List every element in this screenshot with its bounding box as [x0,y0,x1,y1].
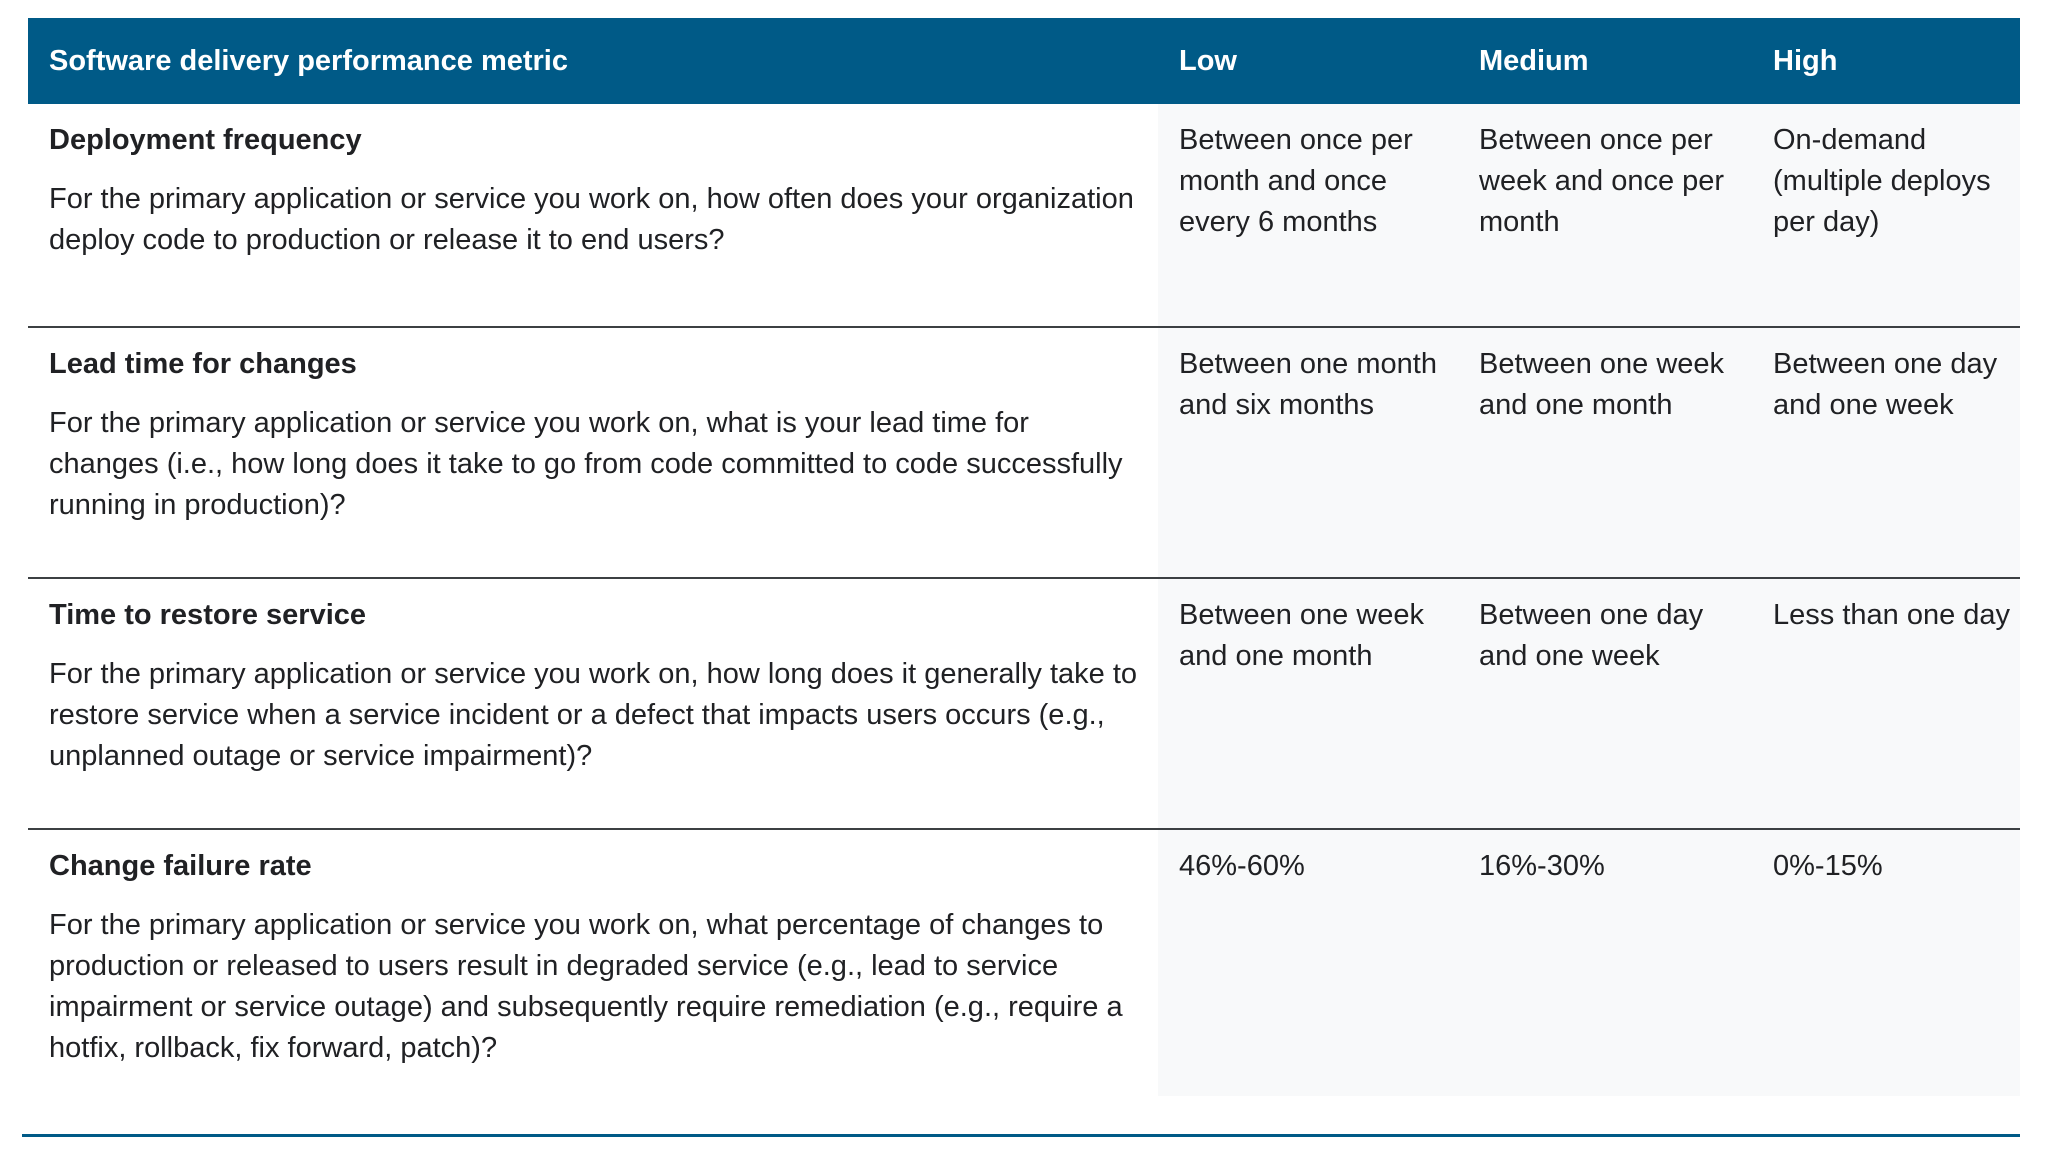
table-row: Change failure rate For the primary appl… [28,830,2020,1096]
metric-description: For the primary application or service y… [49,183,1134,256]
table-header: Software delivery performance metric Low… [28,18,2020,104]
medium-cell: Between one day and one week [1458,579,1752,828]
high-cell: On-demand (multiple deploys per day) [1752,104,2020,326]
high-cell: 0%-15% [1752,830,2020,1096]
metric-cell: Time to restore service For the primary … [28,579,1158,828]
medium-cell: Between one week and one month [1458,328,1752,577]
low-cell: 46%-60% [1158,830,1458,1096]
high-cell: Less than one day [1752,579,2020,828]
table-row: Deployment frequency For the primary app… [28,104,2020,328]
low-cell: Between once per month and once every 6 … [1158,104,1458,326]
performance-metrics-table: Software delivery performance metric Low… [28,18,2020,1096]
medium-cell: 16%-30% [1458,830,1752,1096]
header-low: Low [1179,44,1237,77]
low-cell: Between one month and six months [1158,328,1458,577]
table-row: Lead time for changes For the primary ap… [28,328,2020,579]
metric-cell: Lead time for changes For the primary ap… [28,328,1158,577]
metric-cell: Deployment frequency For the primary app… [28,104,1158,326]
table-row: Time to restore service For the primary … [28,579,2020,830]
metric-cell: Change failure rate For the primary appl… [28,830,1158,1096]
metric-title: Change failure rate [49,850,312,882]
metric-description: For the primary application or service y… [49,658,1138,772]
metric-title: Lead time for changes [49,348,357,380]
metric-title: Time to restore service [49,599,367,631]
header-medium: Medium [1479,44,1589,77]
metric-title: Deployment frequency [49,124,362,156]
bottom-divider [22,1134,2020,1137]
medium-cell: Between once per week and once per month [1458,104,1752,326]
high-cell: Between one day and one week [1752,328,2020,577]
metric-description: For the primary application or service y… [49,909,1123,1064]
header-metric: Software delivery performance metric [49,44,568,77]
header-high: High [1773,44,1838,77]
low-cell: Between one week and one month [1158,579,1458,828]
metric-description: For the primary application or service y… [49,407,1123,521]
